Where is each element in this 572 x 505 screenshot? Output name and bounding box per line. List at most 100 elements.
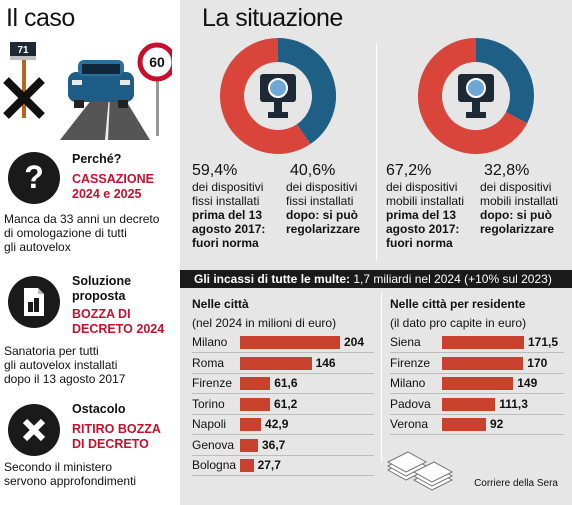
row-separator (192, 454, 374, 456)
block-why: ? Perché? CASSAZIONE 2024 e 2025 Manca d… (4, 148, 172, 254)
donut-slice-before (418, 38, 528, 154)
fixed-before-line: agosto 2017: (192, 222, 266, 236)
mobile-after-pct: 32,8% (484, 162, 530, 179)
x-mark-icon (3, 77, 45, 119)
bar-value-label: 204 (344, 335, 365, 349)
speed-camera-icon (458, 74, 494, 118)
fixed-before-desc: dei dispositivi fissi installati prima d… (192, 180, 265, 250)
donut-chart-mobile (418, 38, 534, 154)
bar-category-label: Milano (192, 335, 228, 349)
bar-category-label: Padova (390, 396, 431, 411)
block-why-text-1: Manca da 33 anni un decreto (4, 212, 160, 226)
question-icon: ? (8, 152, 60, 204)
bar-value-label: 111,3 (499, 396, 528, 411)
bar-value-label: 42,9 (265, 417, 289, 431)
fixed-after-line: fissi installati (286, 194, 354, 208)
bar-category-label: Bologna (192, 458, 237, 472)
row-separator (390, 352, 564, 353)
block-solution: Soluzione proposta BOZZA DI DECRETO 2024… (4, 270, 172, 390)
left-title: Il caso (6, 4, 75, 32)
block-why-text-2: di omologazione di tutti (4, 226, 127, 240)
bar-category-label: Napoli (192, 417, 227, 431)
bar (240, 356, 312, 370)
row-separator (192, 352, 374, 353)
bar-category-label: Verona (390, 417, 429, 431)
mobile-before-line: fuori norma (386, 236, 453, 250)
car-icon (68, 60, 134, 108)
speed-limit-sign-icon: 60 (137, 42, 172, 136)
row-separator (192, 434, 374, 435)
block-solution-red-2: DECRETO 2024 (72, 322, 165, 337)
bar-value-label: 170 (527, 355, 548, 370)
block-why-red-2: 2024 e 2025 (72, 187, 142, 202)
donut-slice-after (475, 38, 534, 124)
block-solution-heading: Soluzione (72, 274, 132, 288)
fixed-before-line: prima del 13 (192, 208, 263, 222)
road-illustration: 71 60 (0, 36, 172, 140)
bar-value-label: 61,6 (274, 376, 298, 390)
chart-residents-title: Nelle città per residente (390, 297, 526, 311)
document-icon (8, 276, 60, 328)
mobile-before-line: dei dispositivi (386, 180, 458, 194)
right-panel: La situazione 59,4% 40,6% dei dispositiv… (180, 0, 572, 505)
mobile-after-line: mobili installati (480, 194, 559, 208)
left-column: Il caso 71 (0, 0, 172, 505)
block-obstacle: Ostacolo RITIRO BOZZA DI DECRETO Secondo… (4, 398, 172, 498)
camera-number: 71 (17, 45, 29, 56)
fixed-after-pct: 40,6% (290, 162, 336, 179)
block-obstacle-text-1: Secondo il ministero (4, 460, 113, 474)
banknotes-icon (386, 451, 454, 491)
svg-text:?: ? (24, 159, 44, 195)
mobile-before-line: prima del 13 (386, 208, 457, 222)
bar (442, 356, 524, 370)
banner-rest: 1,7 miliardi nel 2024 (+10% sul 2023) (353, 272, 552, 286)
row-separator (192, 372, 374, 374)
bar (240, 418, 262, 431)
bar (442, 336, 524, 349)
row-separator (192, 393, 374, 394)
mobile-before-desc: dei dispositivi mobili installati prima … (386, 180, 464, 250)
block-solution-heading2: proposta (72, 289, 126, 303)
block-solution-red-1: BOZZA DI (72, 307, 131, 322)
bar-category-label: Siena (390, 335, 421, 349)
donut-slice-after (277, 38, 336, 145)
mobile-before-line: mobili installati (386, 194, 465, 208)
bar (442, 397, 496, 411)
block-why-heading: Perché? (72, 152, 122, 166)
block-why-red-1: CASSAZIONE (72, 172, 154, 187)
mobile-before-line: agosto 2017: (386, 222, 460, 236)
bar-category-label: Genova (192, 437, 235, 452)
bar (442, 418, 486, 431)
chart-cities-title: Nelle città (192, 297, 249, 311)
bar-category-label: Torino (192, 396, 225, 411)
income-banner: Gli incassi di tutte le multe: 1,7 milia… (180, 270, 572, 288)
row-separator (390, 413, 564, 415)
row-separator (390, 434, 564, 435)
bar (240, 459, 254, 472)
bar (442, 377, 514, 390)
bar-category-label: Firenze (390, 355, 431, 370)
mobile-after-desc: dei dispositivi mobili installati dopo: … (480, 180, 558, 236)
bar-value-label: 61,2 (274, 396, 298, 411)
chart-cities-subtitle: (nel 2024 in milioni di euro) (192, 316, 337, 330)
fixed-after-line: dopo: si può (286, 208, 358, 222)
bar-value-label: 149 (517, 376, 538, 390)
block-solution-text-2: gli autovelox installati (4, 358, 118, 372)
divider (376, 44, 377, 260)
row-separator (390, 393, 564, 394)
mobile-after-line: regolarizzare (480, 222, 555, 236)
right-title: La situazione (202, 4, 343, 32)
banner-bold: Gli incassi di tutte le multe: (194, 272, 351, 286)
bar-value-label: 36,7 (261, 437, 286, 452)
chart-cities: Milano 204 Roma 146 Firenze 61,6 Torino 61,2 Nap… (180, 334, 376, 484)
bar-value-label: 171,5 (528, 335, 559, 349)
bar-value-label: 27,7 (257, 458, 281, 472)
speed-camera-icon (260, 74, 296, 118)
bar-category-label: Roma (192, 355, 225, 370)
divider-charts (381, 292, 382, 462)
donut-slice-before (220, 38, 311, 154)
mobile-before-pct: 67,2% (386, 162, 432, 179)
block-obstacle-red-2: DI DECRETO (72, 437, 149, 452)
fixed-after-line: regolarizzare (286, 222, 361, 236)
